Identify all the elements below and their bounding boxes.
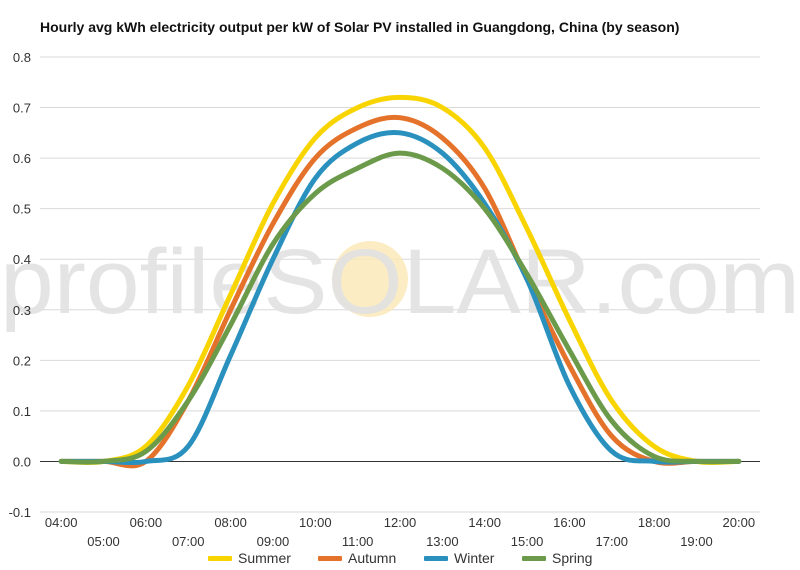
series-lines (58, 94, 742, 469)
legend-swatch (522, 555, 546, 561)
y-tick-label: 0.7 (13, 101, 31, 116)
x-tick-label: 20:00 (723, 515, 756, 530)
legend-swatch (318, 555, 342, 561)
y-axis-ticks: -0.1 0.0 0.1 0.2 0.3 0.4 0.5 0.6 0.7 0.8 (9, 50, 31, 520)
watermark: profileSOLAR.com (0, 231, 800, 333)
y-tick-label: 0.8 (13, 50, 31, 65)
series-line-spring (58, 150, 742, 465)
watermark-sun (332, 241, 408, 317)
y-tick-label: 0.6 (13, 151, 31, 166)
x-tick-label: 06:00 (130, 515, 163, 530)
x-tick-label: 09:00 (257, 534, 290, 549)
x-tick-label: 16:00 (553, 515, 586, 530)
legend: Summer Autumn Winter Spring (0, 549, 800, 569)
legend-label: Summer (238, 550, 291, 566)
x-tick-label: 17:00 (595, 534, 628, 549)
y-tick-label: 0.1 (13, 404, 31, 419)
x-tick-label: 13:00 (426, 534, 459, 549)
x-tick-label: 05:00 (87, 534, 120, 549)
legend-label: Autumn (348, 550, 397, 566)
series-line-winter (58, 129, 742, 466)
x-tick-label: 04:00 (45, 515, 78, 530)
y-tick-label: 0.2 (13, 353, 31, 368)
y-tick-label: 0.3 (13, 303, 31, 318)
x-tick-label: 18:00 (638, 515, 671, 530)
legend-swatch (424, 555, 448, 561)
legend-label: Winter (454, 550, 495, 566)
y-tick-label: -0.1 (9, 505, 31, 520)
legend-item-winter: Winter (424, 549, 494, 567)
y-tick-label: 0.0 (13, 454, 31, 469)
x-tick-label: 10:00 (299, 515, 332, 530)
legend-item-spring: Spring (522, 549, 592, 567)
legend-swatch (208, 555, 232, 561)
x-tick-label: 14:00 (468, 515, 501, 530)
watermark-text: profileSOLAR.com (0, 231, 800, 333)
x-tick-label: 19:00 (680, 534, 713, 549)
x-tick-label: 15:00 (511, 534, 544, 549)
legend-label: Spring (552, 550, 593, 566)
legend-item-summer: Summer (208, 549, 291, 567)
x-tick-label: 08:00 (214, 515, 247, 530)
y-tick-label: 0.4 (13, 252, 31, 267)
series-line-summer (58, 94, 742, 466)
x-tick-label: 07:00 (172, 534, 205, 549)
x-tick-label: 11:00 (342, 534, 374, 549)
x-tick-label: 12:00 (384, 515, 417, 530)
y-tick-label: 0.5 (13, 202, 31, 217)
x-axis-ticks: 04:00 06:00 08:00 10:00 12:00 14:00 16:00 18:00… (45, 515, 755, 549)
chart-title: Hourly avg kWh electricity output per kW… (40, 19, 680, 35)
legend-item-autumn: Autumn (318, 549, 396, 567)
